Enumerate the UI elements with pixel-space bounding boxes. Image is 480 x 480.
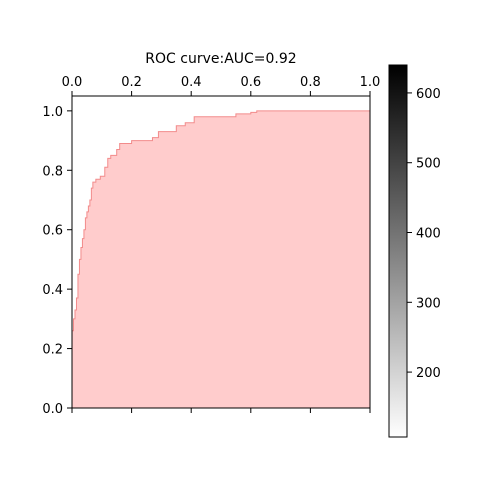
roc-area-fill — [72, 110, 370, 409]
x-tick-label: 0.2 — [121, 75, 142, 90]
y-tick-label: 0.4 — [42, 283, 63, 298]
colorbar-tick-label: 300 — [416, 296, 441, 311]
y-tick-label: 0.2 — [42, 343, 63, 358]
colorbar-gradient — [388, 64, 408, 438]
y-tick-label: 1.0 — [42, 105, 63, 120]
colorbar-tick-label: 200 — [416, 366, 441, 381]
colorbar-tick-label: 400 — [416, 227, 441, 242]
chart-title: ROC curve:AUC=0.92 — [145, 51, 296, 67]
y-tick-label: 0.0 — [42, 402, 63, 417]
x-axis-top: 0.0 0.2 0.4 0.6 0.8 1.0 — [62, 75, 381, 96]
y-tick-label: 0.8 — [42, 164, 63, 179]
colorbar-tick-label: 500 — [416, 157, 441, 172]
y-axis: 0.0 0.2 0.4 0.6 0.8 1.0 — [42, 105, 72, 417]
x-tick-label: 1.0 — [360, 75, 381, 90]
x-axis-bottom-ticks — [71, 408, 371, 413]
x-tick-label: 0.4 — [181, 75, 202, 90]
colorbar-ticks: 200 300 400 500 600 — [407, 87, 441, 381]
colorbar-tick-label: 600 — [416, 87, 441, 102]
y-tick-label: 0.6 — [42, 224, 63, 239]
colorbar: 200 300 400 500 600 — [388, 64, 441, 438]
roc-curve-line — [71, 110, 370, 408]
x-tick-label: 0.0 — [62, 75, 83, 90]
x-tick-label: 0.6 — [240, 75, 261, 90]
axes-frame — [71, 95, 371, 409]
plot-area — [71, 95, 371, 409]
x-tick-label: 0.8 — [300, 75, 321, 90]
